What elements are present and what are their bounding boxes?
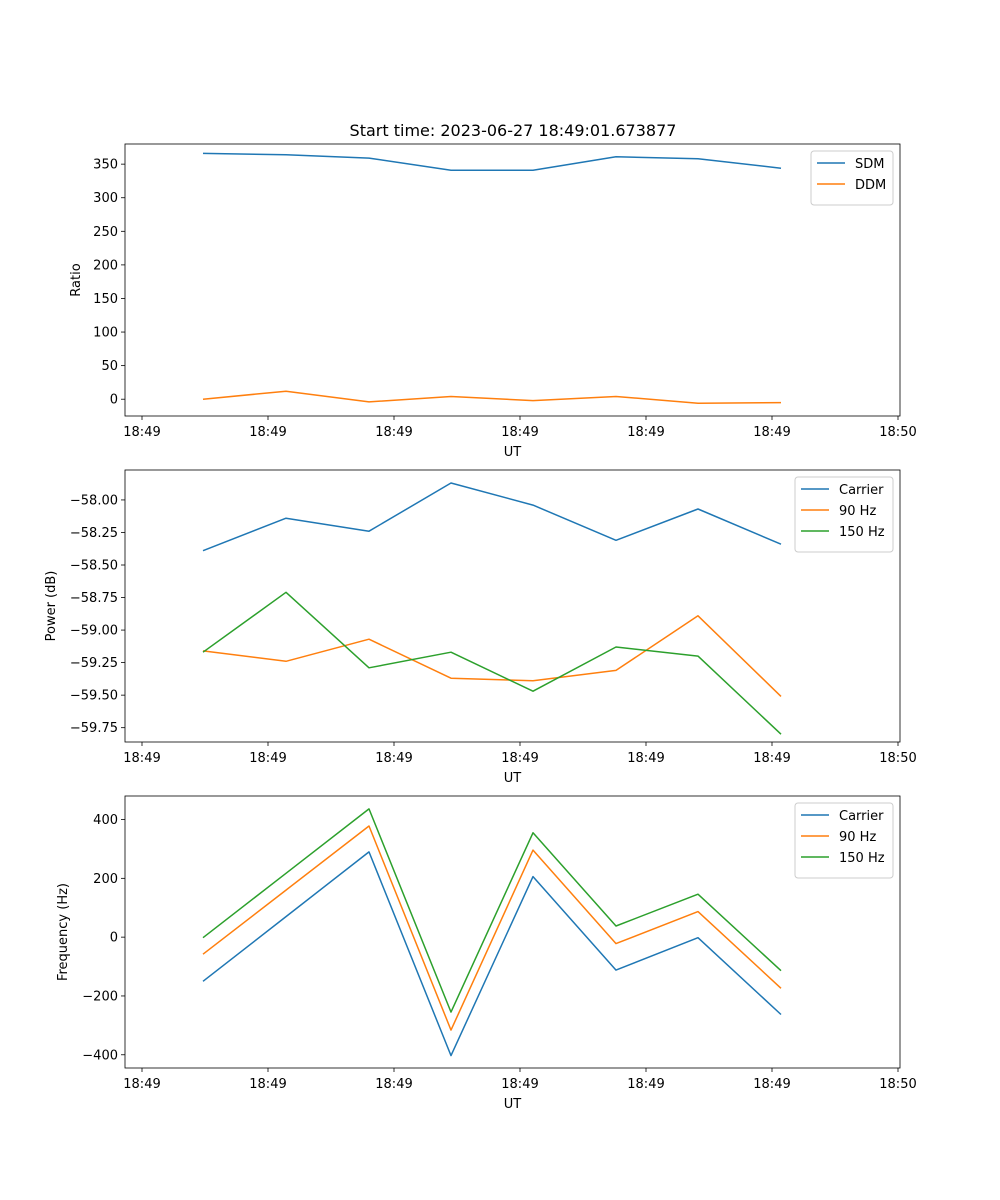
chart-panel-1: 18:49 18:49 18:49 18:49 18:49 18:49 18:50 0 50 10… (69, 143, 917, 460)
series-line-150-hz (202, 808, 782, 1013)
y-tick-label: −58.50 (70, 559, 118, 574)
x-tick-label: 18:50 (879, 751, 916, 766)
legend-label: 150 Hz (839, 525, 885, 540)
x-tick-label: 18:49 (627, 425, 664, 440)
legend: Carrier 90 Hz 150 Hz (794, 802, 894, 879)
legend-label: 90 Hz (839, 830, 876, 845)
legend-label: Carrier (839, 483, 884, 498)
series-line-150-hz (202, 591, 782, 735)
series-line-carrier (202, 851, 782, 1057)
x-tick-label: 18:50 (879, 425, 916, 440)
y-tick-label: −59.25 (70, 656, 118, 671)
x-axis-label: UT (504, 1097, 522, 1112)
x-tick-label: 18:49 (753, 751, 790, 766)
x-tick-label: 18:49 (627, 1077, 664, 1092)
legend-box (794, 802, 894, 879)
y-tick-label: −200 (82, 989, 118, 1004)
y-tick-label: 350 (93, 158, 118, 173)
x-axis-label: UT (504, 445, 522, 460)
legend-label: DDM (855, 178, 886, 193)
y-tick-label: −59.50 (70, 689, 118, 704)
x-tick-label: 18:49 (123, 425, 160, 440)
y-tick-label: −58.25 (70, 526, 118, 541)
y-tick-label: 200 (93, 872, 118, 887)
y-tick-label: 0 (110, 393, 118, 408)
y-tick-label: −58.00 (70, 493, 118, 508)
x-tick-label: 18:50 (879, 1077, 916, 1092)
y-axis-label: Ratio (69, 263, 84, 296)
legend: SDM DDM (810, 150, 894, 206)
x-tick-label: 18:49 (249, 751, 286, 766)
y-axis-label: Power (dB) (44, 571, 59, 642)
y-tick-label: 100 (93, 326, 118, 341)
y-tick-label: 150 (93, 292, 118, 307)
legend-label: Carrier (839, 809, 884, 824)
series-line-ddm (202, 390, 782, 404)
x-tick-label: 18:49 (627, 751, 664, 766)
legend-box (810, 150, 894, 206)
figure-title: Start time: 2023-06-27 18:49:01.673877 (350, 121, 677, 140)
x-tick-label: 18:49 (375, 425, 412, 440)
y-tick-label: −59.00 (70, 624, 118, 639)
legend: Carrier 90 Hz 150 Hz (794, 476, 894, 553)
series-line-carrier (202, 482, 782, 552)
chart-panel-2: 18:49 18:49 18:49 18:49 18:49 18:49 18:50 −58.0… (44, 469, 917, 786)
y-tick-label: 200 (93, 258, 118, 273)
y-tick-label: 300 (93, 191, 118, 206)
legend-label: SDM (855, 157, 884, 172)
axes-frame (124, 469, 901, 743)
x-tick-label: 18:49 (375, 1077, 412, 1092)
series-line-90-hz (202, 825, 782, 1031)
series-line-90-hz (202, 615, 782, 697)
axes-frame (124, 795, 901, 1069)
x-tick-label: 18:49 (249, 1077, 286, 1092)
x-tick-label: 18:49 (501, 1077, 538, 1092)
x-tick-label: 18:49 (123, 1077, 160, 1092)
x-tick-label: 18:49 (501, 751, 538, 766)
chart-panel-3: 18:49 18:49 18:49 18:49 18:49 18:49 18:50 −400 −… (56, 795, 917, 1112)
x-tick-label: 18:49 (249, 425, 286, 440)
x-tick-label: 18:49 (375, 751, 412, 766)
legend-label: 90 Hz (839, 504, 876, 519)
x-tick-label: 18:49 (753, 1077, 790, 1092)
y-tick-label: 250 (93, 225, 118, 240)
series-line-sdm (202, 152, 782, 171)
y-tick-label: 50 (101, 359, 118, 374)
y-tick-label: −59.75 (70, 721, 118, 736)
x-tick-label: 18:49 (501, 425, 538, 440)
axes-frame (124, 143, 901, 417)
y-axis-label: Frequency (Hz) (56, 883, 71, 981)
legend-label: 150 Hz (839, 851, 885, 866)
y-tick-label: −400 (82, 1048, 118, 1063)
legend-box (794, 476, 894, 553)
y-tick-label: 0 (110, 931, 118, 946)
x-tick-label: 18:49 (753, 425, 790, 440)
x-axis-label: UT (504, 771, 522, 786)
x-tick-label: 18:49 (123, 751, 160, 766)
y-tick-label: −58.75 (70, 591, 118, 606)
y-tick-label: 400 (93, 813, 118, 828)
